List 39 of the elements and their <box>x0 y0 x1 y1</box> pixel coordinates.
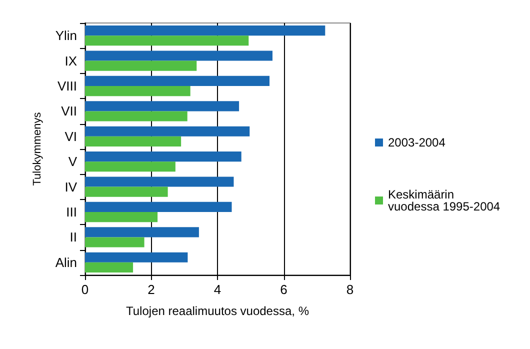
bar <box>85 176 234 187</box>
bar <box>85 126 250 136</box>
y-tick-label: Alin <box>55 254 77 270</box>
bar <box>85 76 270 86</box>
bar <box>85 50 272 61</box>
x-tick-label: 6 <box>280 282 288 297</box>
bar <box>85 111 188 122</box>
bar <box>85 60 197 71</box>
y-tick-label: VIII <box>57 78 77 94</box>
x-tick-label: 4 <box>214 282 222 297</box>
y-tick-label: VII <box>61 104 77 119</box>
y-axis-title: Tulokymmenys <box>32 112 44 186</box>
bar <box>85 186 168 197</box>
legend-label: 2003-2004 <box>388 136 446 150</box>
bar <box>85 202 232 212</box>
x-tick-label: 0 <box>81 282 89 297</box>
y-tick-label: IV <box>64 179 78 194</box>
bar <box>85 152 242 162</box>
bar <box>85 26 326 36</box>
bar <box>85 101 240 112</box>
bar <box>85 212 158 222</box>
x-tick-label: 8 <box>346 282 354 297</box>
legend-label: Keskimäärin vuodessa 1995-2004 <box>388 188 500 214</box>
y-tick-label: V <box>68 154 78 170</box>
bar <box>85 86 190 96</box>
y-tick-label: II <box>70 230 77 245</box>
y-tick-label: VI <box>64 128 77 144</box>
bar <box>85 252 188 262</box>
bar <box>85 162 176 172</box>
y-tick-label: III <box>66 204 77 220</box>
y-tick-label: Ylin <box>55 28 77 44</box>
y-tick-label: IX <box>64 53 78 68</box>
bar <box>85 227 199 238</box>
x-axis-title: Tulojen reaalimuutos vuodessa, % <box>126 304 310 318</box>
bar <box>85 237 144 248</box>
bar <box>85 36 249 46</box>
bar <box>85 136 182 146</box>
bar <box>85 262 134 272</box>
x-tick-label: 2 <box>148 282 155 297</box>
